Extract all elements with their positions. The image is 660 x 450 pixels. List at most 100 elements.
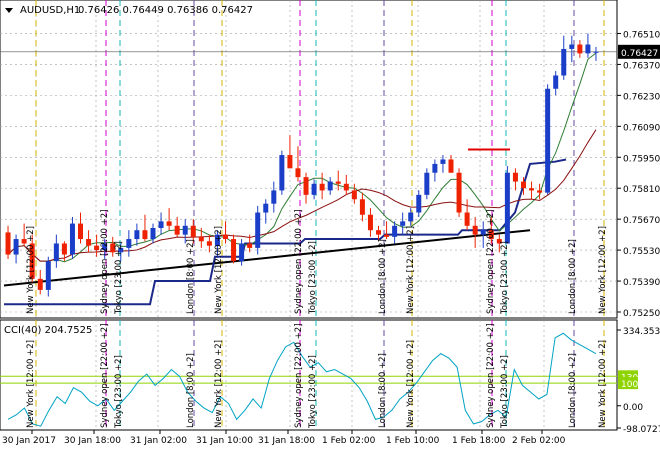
- cci-panel[interactable]: CCI(40) 204.7525 New York [12:00 +2] Sydn…: [0, 319, 618, 431]
- candle-body: [529, 188, 535, 191]
- price-tick-label: 0.76230: [623, 92, 660, 102]
- candle-body: [384, 234, 390, 237]
- time-tick-label: 31 Jan 02:00: [130, 436, 187, 446]
- price-tick-label: 0.75950: [623, 154, 660, 164]
- price-panel[interactable]: New York [12:00 +2] Sydney open [22:00 +2…: [0, 0, 618, 319]
- candle-body: [118, 247, 124, 253]
- candle-body: [239, 243, 245, 262]
- price-tick-label: 0.76090: [623, 123, 660, 133]
- moving-average-fast: [7, 52, 597, 263]
- candle-body: [94, 245, 100, 251]
- cci-axis: 334.35390.00-98.0727130100: [617, 327, 660, 435]
- candle-body: [134, 230, 140, 240]
- candle-body: [351, 190, 357, 200]
- price-tick-label: 0.76370: [623, 61, 660, 71]
- candle-body: [166, 221, 172, 226]
- session-lines: [35, 0, 605, 318]
- candle-body: [472, 225, 478, 235]
- session-label: New York [12:00 +2]: [214, 226, 224, 314]
- cci-label: CCI(40) 204.7525: [4, 325, 92, 336]
- candle-body: [424, 172, 430, 195]
- candle-body: [408, 212, 414, 222]
- time-tick-label: 31 Jan 10:00: [196, 436, 253, 446]
- candle-body: [158, 221, 164, 228]
- symbol-label: AUDUSD,H1: [20, 5, 80, 16]
- session-label: New York [12:00 +2]: [598, 340, 608, 428]
- session-label: New York [12:00 +2]: [598, 226, 608, 314]
- candle-body: [86, 239, 92, 246]
- cci-tick-label: 334.3539: [623, 327, 660, 337]
- candle-body: [295, 168, 301, 178]
- candle-body: [359, 199, 365, 215]
- candle-body: [577, 44, 583, 54]
- candle-body: [545, 88, 551, 193]
- step-trend-line: [4, 158, 567, 306]
- candle-body: [126, 239, 132, 248]
- session-label: New York [12:00 +2]: [406, 340, 416, 428]
- session-label: Tokyo [23:00 +2]: [114, 241, 124, 315]
- session-label: New York [12:00 +2]: [26, 226, 36, 314]
- session-label: New York [12:00 +2]: [406, 226, 416, 314]
- candle-body: [150, 228, 156, 240]
- candle-body: [512, 172, 518, 182]
- candle-body: [45, 261, 51, 290]
- session-label: London [8:00 +2]: [186, 239, 196, 314]
- price-tick-label: 0.75670: [623, 216, 660, 226]
- price-tick-label: 0.76510: [623, 30, 660, 40]
- cci-line-group: [0, 332, 617, 427]
- chevron-down-icon[interactable]: [5, 8, 13, 13]
- cci-panel-border: [0, 319, 618, 431]
- candle-body: [327, 181, 333, 191]
- candle-body: [561, 48, 567, 76]
- session-labels: New York [12:00 +2] Sydney open [22:00 +2…: [26, 210, 608, 315]
- price-axis: 0.76510 0.76370 0.76230 0.76090 0.75950 0.758…: [617, 30, 660, 319]
- candle-body: [174, 225, 180, 235]
- time-tick-label: 31 Jan 18:00: [258, 436, 315, 446]
- candle-body: [335, 181, 341, 184]
- candle-body: [376, 230, 382, 235]
- candle-body: [311, 183, 317, 195]
- candle-body: [537, 190, 543, 193]
- candle-body: [102, 243, 108, 251]
- candle-body: [585, 44, 591, 54]
- candle-body: [488, 230, 494, 240]
- session-label: Tokyo [23:00 +2]: [500, 241, 510, 315]
- session-label: Sydney open [22:00 +2]: [100, 324, 110, 428]
- session-label: London [8:00 +2]: [378, 239, 388, 314]
- time-tick-label: 2 Feb 02:00: [512, 436, 566, 446]
- cci-level-label: 100: [621, 380, 638, 390]
- candle-body: [247, 243, 253, 248]
- candle-body: [432, 163, 438, 173]
- candle-body: [569, 44, 575, 49]
- candle-body: [214, 234, 220, 246]
- time-tick-label: 1 Feb 10:00: [386, 436, 440, 446]
- session-label: Sydney open [22:00 +2]: [100, 210, 110, 314]
- current-price-tag: [618, 44, 660, 59]
- candle-body: [520, 181, 526, 189]
- candle-body: [69, 223, 75, 255]
- candle-body: [319, 183, 325, 191]
- candle-body: [553, 75, 559, 89]
- moving-average-slow: [7, 129, 597, 262]
- session-label: London [8:00 +2]: [568, 239, 578, 314]
- cci-tick-label: 0.00: [623, 403, 643, 413]
- price-tick-label: 0.75250: [623, 309, 660, 319]
- candle-body: [198, 236, 204, 242]
- cci-tick-label: -98.0727: [623, 425, 660, 435]
- candle-body: [343, 183, 349, 191]
- cci-line: [7, 332, 597, 427]
- candle-body: [206, 241, 212, 246]
- session-label: New York [12:00 +2]: [214, 340, 224, 428]
- session-label: London [8:00 +2]: [186, 353, 196, 428]
- session-label: Sydney open [22:00 +2]: [486, 324, 496, 428]
- candle-body: [231, 239, 237, 262]
- candle-body: [400, 221, 406, 226]
- candle-body: [78, 223, 84, 240]
- session-label: Sydney open [22:00 +2]: [294, 324, 304, 428]
- price-tick-label: 0.75530: [623, 247, 660, 257]
- candle-body: [392, 225, 398, 237]
- cci-level-tag: [618, 377, 638, 390]
- ohlc-values: 0.76426 0.76449 0.76386 0.76427: [78, 5, 253, 16]
- session-label: London [8:00 +2]: [378, 353, 388, 428]
